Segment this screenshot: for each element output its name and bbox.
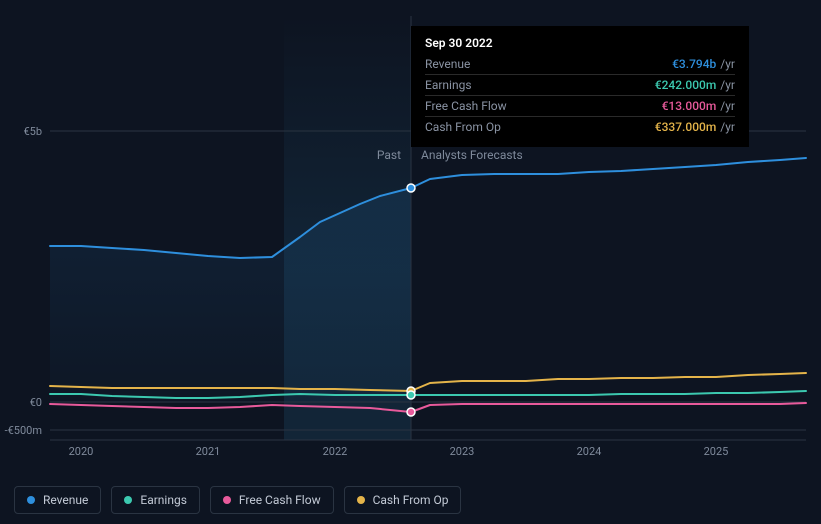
legend-swatch: [357, 496, 365, 504]
tooltip-metric-unit: /yr: [720, 78, 735, 92]
legend-label: Earnings: [140, 493, 187, 507]
tooltip-metric-name: Earnings: [425, 78, 472, 92]
revenue-area: [50, 188, 411, 402]
tooltip-metric-name: Free Cash Flow: [425, 99, 507, 113]
tooltip-metric-unit: /yr: [720, 57, 735, 71]
tooltip-rows: Revenue €3.794b/yr Earnings €242.000m/yr Fre…: [425, 54, 735, 137]
tooltip-row: Earnings €242.000m/yr: [425, 74, 735, 95]
forecast-label: Analysts Forecasts: [421, 148, 523, 162]
chart-legend: Revenue Earnings Free Cash Flow Cash From O…: [14, 486, 461, 514]
tooltip-metric-value: €13.000m/yr: [662, 99, 735, 113]
tooltip-row: Free Cash Flow €13.000m/yr: [425, 95, 735, 116]
legend-label: Cash From Op: [373, 493, 449, 507]
tooltip-metric-name: Cash From Op: [425, 120, 501, 134]
tooltip-date: Sep 30 2022: [425, 36, 735, 50]
past-label: Past: [377, 148, 401, 162]
revenue-marker: [407, 184, 415, 192]
legend-item-revenue[interactable]: Revenue: [14, 486, 101, 514]
tooltip-metric-name: Revenue: [425, 57, 470, 71]
x-axis-label: 2021: [196, 445, 221, 458]
tooltip-metric-value: €3.794b/yr: [672, 57, 735, 71]
x-axis-label: 2024: [577, 445, 602, 458]
legend-swatch: [223, 496, 231, 504]
tooltip-metric-unit: /yr: [720, 99, 735, 113]
legend-swatch: [27, 496, 35, 504]
legend-label: Free Cash Flow: [239, 493, 321, 507]
x-axis-label: 2023: [450, 445, 475, 458]
chart-tooltip: Sep 30 2022 Revenue €3.794b/yr Earnings €24…: [411, 26, 749, 147]
tooltip-metric-unit: /yr: [720, 120, 735, 134]
x-axis-label: 2020: [69, 445, 94, 458]
legend-item-free-cash-flow[interactable]: Free Cash Flow: [210, 486, 334, 514]
revenue-line: [50, 158, 806, 258]
y-axis-label: €0: [30, 396, 42, 409]
tooltip-metric-value: €242.000m/yr: [655, 78, 735, 92]
legend-label: Revenue: [43, 493, 88, 507]
tooltip-row: Revenue €3.794b/yr: [425, 54, 735, 74]
x-axis-label: 2022: [323, 445, 348, 458]
x-axis-label: 2025: [704, 445, 729, 458]
tooltip-metric-value: €337.000m/yr: [655, 120, 735, 134]
financials-chart: €5b €0 -€500m 2020 2021 2022 2023 2024 2025 Past A…: [0, 0, 821, 524]
legend-item-earnings[interactable]: Earnings: [111, 486, 200, 514]
legend-swatch: [124, 496, 132, 504]
y-axis-label: €5b: [23, 125, 42, 138]
free_cash_flow-marker: [407, 408, 415, 416]
legend-item-cash-from-op[interactable]: Cash From Op: [344, 486, 462, 514]
free_cash_flow-line: [50, 403, 806, 412]
earnings-marker: [407, 391, 415, 399]
tooltip-row: Cash From Op €337.000m/yr: [425, 116, 735, 137]
y-axis-label: -€500m: [5, 424, 42, 437]
